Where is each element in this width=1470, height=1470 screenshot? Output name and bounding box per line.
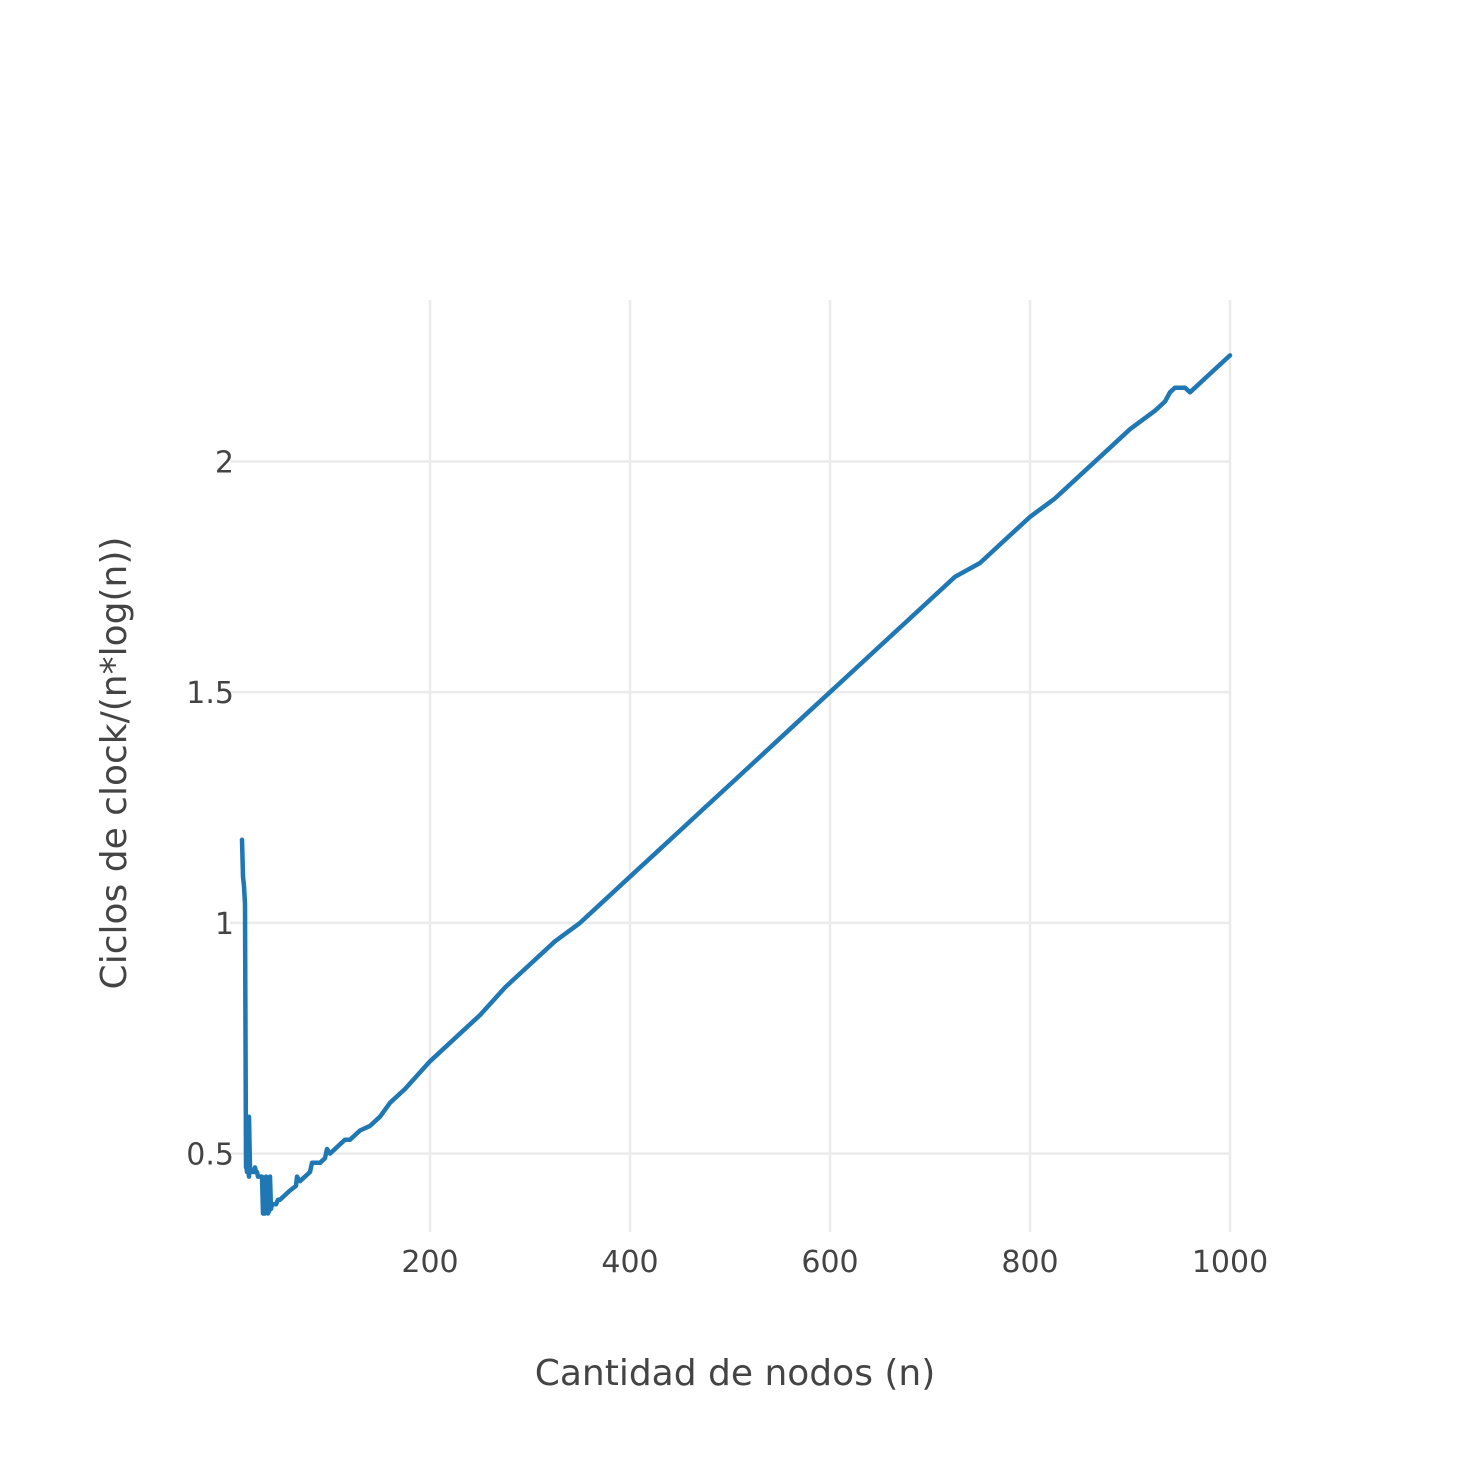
y-tick-label: 1.5 [186,676,234,711]
x-tick-labels: 200 400 600 800 1000 [401,1245,1268,1280]
x-tick-label: 600 [801,1245,858,1280]
y-tick-label: 0.5 [186,1138,234,1173]
y-gridlines [230,460,1230,1155]
x-gridlines [428,300,1232,1232]
x-tick-label: 200 [401,1245,458,1280]
y-tick-label: 2 [215,445,234,480]
x-tick-label: 1000 [1192,1245,1268,1280]
series-layer [239,353,1233,1216]
x-axis-title: Cantidad de nodos (n) [535,1353,936,1394]
series-line [239,353,1233,1216]
x-tick-label: 800 [1001,1245,1058,1280]
x-tick-label: 400 [601,1245,658,1280]
y-tick-labels: 0.5 1 1.5 2 [186,445,234,1172]
y-tick-label: 1 [215,907,234,942]
y-axis-title: Ciclos de clock/(n*log(n)) [94,537,135,990]
